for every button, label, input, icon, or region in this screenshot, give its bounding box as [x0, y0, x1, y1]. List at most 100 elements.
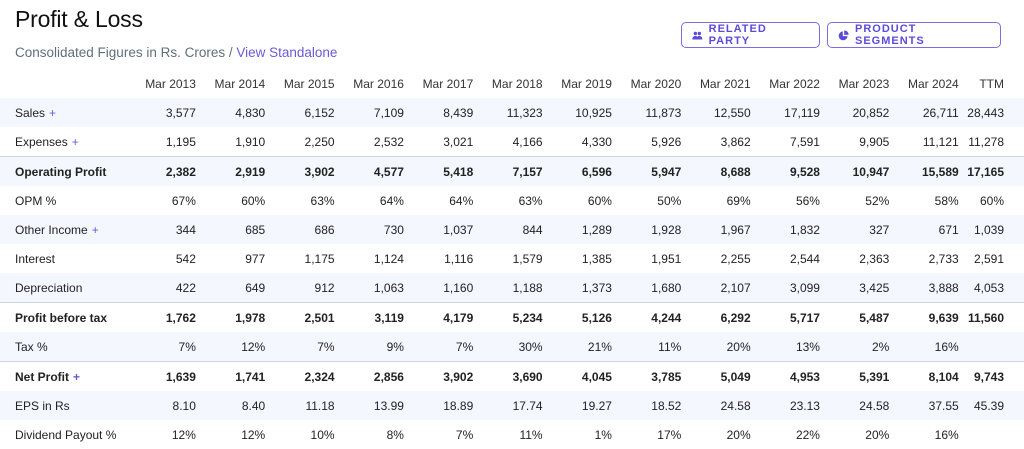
- table-cell: 4,053: [962, 273, 1024, 303]
- table-cell: 1,188: [477, 273, 547, 303]
- view-standalone-link[interactable]: View Standalone: [236, 45, 338, 60]
- table-cell: 10,947: [823, 156, 894, 186]
- expand-plus-icon[interactable]: +: [49, 105, 57, 120]
- table-cell: 26,711: [893, 98, 963, 127]
- table-cell: 542: [175, 251, 196, 266]
- table-cell: 3,902: [269, 156, 339, 186]
- column-header: Mar 2017: [422, 77, 474, 91]
- pie-chart-icon: [838, 29, 849, 40]
- row-label[interactable]: Sales +: [0, 98, 131, 127]
- row-label-text: Expenses: [15, 134, 68, 149]
- table-cell: 2,532: [373, 134, 404, 149]
- profit-loss-table: Mar 2013 Mar 2014 Mar 2015 Mar 2016 Mar …: [0, 70, 1024, 449]
- table-row[interactable]: Sales +3,577 4,830 6,152 7,109 8,439 11,323 10,…: [0, 98, 1024, 127]
- table-cell: 8%: [386, 427, 404, 442]
- table-row: Dividend Payout % 12% 12% 10% 8% 7% 11% 1% 17% 20…: [0, 420, 1024, 449]
- table-cell: 3,902: [407, 361, 478, 391]
- table-cell: 13.99: [338, 391, 408, 420]
- table-cell: 12%: [199, 332, 270, 362]
- row-label[interactable]: Other Income +: [0, 215, 131, 244]
- row-label-text: Operating Profit: [15, 164, 107, 179]
- table-cell: 2,856: [338, 361, 408, 391]
- product-segments-button[interactable]: PRODUCT SEGMENTS: [827, 22, 1001, 48]
- row-label-text: Net Profit: [15, 369, 69, 384]
- table-cell: 4,045: [546, 361, 616, 391]
- table-cell: 11,560: [962, 302, 1024, 332]
- table-cell: 45.39: [962, 391, 1024, 420]
- table-cell: 3,888: [893, 273, 963, 303]
- table-cell: 4,830: [199, 98, 270, 127]
- table-cell: 58%: [934, 193, 959, 208]
- row-label-text: Depreciation: [15, 280, 83, 295]
- table-cell: 1,910: [235, 134, 266, 149]
- row-label-text: Other Income: [15, 222, 88, 237]
- expand-plus-icon[interactable]: +: [73, 369, 81, 384]
- table-cell: 28,443: [962, 98, 1024, 127]
- table-cell: 2,919: [199, 156, 270, 186]
- page-title: Profit & Loss: [15, 6, 143, 32]
- row-label: Interest: [0, 244, 131, 273]
- table-cell: 6,596: [546, 156, 616, 186]
- table-cell: 12,550: [685, 98, 755, 127]
- column-header: Mar 2018: [491, 77, 543, 91]
- table-cell: 50%: [657, 193, 682, 208]
- table-cell: 1,832: [754, 215, 824, 244]
- table-row[interactable]: Net Profit +1,639 1,741 2,324 2,856 3,902 3,69…: [0, 361, 1024, 391]
- column-header: TTM: [979, 77, 1004, 91]
- table-cell: 11,278: [968, 134, 1004, 149]
- column-header: Mar 2024: [907, 77, 959, 91]
- table-cell: 3,785: [615, 361, 686, 391]
- table-cell: 8.40: [199, 391, 270, 420]
- table-cell: 3,690: [477, 361, 547, 391]
- table-cell: 12%: [241, 427, 266, 442]
- table-cell: 63%: [310, 193, 335, 208]
- table-cell: 5,234: [477, 302, 547, 332]
- table-cell: 1,978: [199, 302, 270, 332]
- table-cell: 5,487: [823, 302, 894, 332]
- table-cell: 5,717: [754, 302, 824, 332]
- table-cell: 17,165: [962, 156, 1024, 186]
- table-row: Profit before tax 1,762 1,978 2,501 3,119 4,1…: [0, 302, 1024, 332]
- row-label[interactable]: Net Profit +: [0, 361, 131, 391]
- table-cell: 19.27: [546, 391, 616, 420]
- table-cell: 1,928: [615, 215, 686, 244]
- table-cell: 1,639: [130, 361, 200, 391]
- table-cell: 7,591: [789, 134, 820, 149]
- column-header: Mar 2023: [838, 77, 890, 91]
- table-cell: 5,947: [615, 156, 686, 186]
- row-label[interactable]: Expenses +: [0, 127, 131, 157]
- table-cell: 8,439: [407, 98, 478, 127]
- table-row[interactable]: Other Income +344 685 686 730 1,037 844 1,289 1,…: [0, 215, 1024, 244]
- related-party-button[interactable]: RELATED PARTY: [681, 22, 820, 48]
- table-cell: 4,166: [512, 134, 543, 149]
- table-row: Interest 542 977 1,175 1,124 1,116 1,579 1,385 1…: [0, 244, 1024, 273]
- table-cell: 21%: [546, 332, 616, 362]
- table-cell: 977: [245, 251, 266, 266]
- expand-plus-icon[interactable]: +: [91, 222, 99, 237]
- table-cell: 3,425: [823, 273, 894, 303]
- table-cell: 2,382: [130, 156, 200, 186]
- table-cell: 7%: [455, 427, 474, 442]
- table-row[interactable]: Expenses +1,195 1,910 2,250 2,532 3,021 4,166 4…: [0, 127, 1024, 157]
- table-cell: 67%: [171, 193, 196, 208]
- table-cell: 5,049: [685, 361, 755, 391]
- row-label-text: EPS in Rs: [15, 398, 70, 413]
- table-cell: 5,391: [823, 361, 894, 391]
- expand-plus-icon[interactable]: +: [71, 134, 79, 149]
- table-row: Operating Profit 2,382 2,919 3,902 4,577 5,41…: [0, 156, 1024, 186]
- table-cell: 1%: [594, 427, 612, 442]
- table-cell: 24.58: [823, 391, 894, 420]
- column-header: Mar 2016: [353, 77, 404, 91]
- table-header-row: Mar 2013 Mar 2014 Mar 2015 Mar 2016 Mar …: [0, 70, 1024, 98]
- table-cell: 3,577: [130, 98, 200, 127]
- table-cell: 23.13: [754, 391, 824, 420]
- table-cell: 11%: [615, 332, 686, 362]
- column-header: Mar 2020: [630, 77, 682, 91]
- table-cell: 1,289: [546, 215, 616, 244]
- table-cell: 64%: [379, 193, 404, 208]
- pnl-header: Profit & Loss Consolidated Figures in Rs…: [0, 0, 1024, 68]
- table-cell: 60%: [979, 193, 1004, 208]
- table-cell: 18.89: [407, 391, 478, 420]
- table-cell: 37.55: [893, 391, 963, 420]
- table-cell: 1,951: [651, 251, 682, 266]
